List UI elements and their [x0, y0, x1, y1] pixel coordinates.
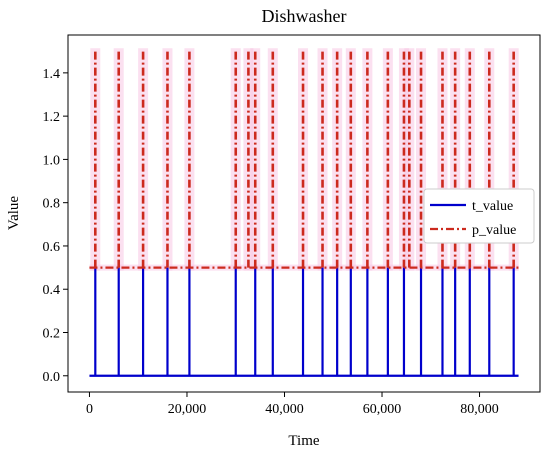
x-axis: 0 20,000 40,000 60,000 80,000: [86, 392, 499, 417]
x-axis-label: Time: [288, 433, 319, 449]
plot-frame: [67, 34, 541, 393]
y-tick-label: 0.6: [43, 240, 61, 255]
x-tick-label: 0: [86, 402, 93, 417]
t-value-series: [89, 267, 519, 377]
y-tick-label: 0.8: [43, 197, 61, 212]
y-tick-label: 1.2: [43, 110, 61, 125]
legend-label-p-value: p_value: [472, 223, 516, 238]
y-tick-label: 0.2: [43, 327, 61, 342]
legend-label-t-value: t_value: [472, 199, 513, 214]
y-tick-label: 0.0: [43, 370, 61, 385]
x-tick-label: 40,000: [265, 402, 304, 417]
y-tick-label: 1.4: [43, 67, 61, 82]
legend: t_value p_value: [423, 188, 535, 244]
y-axis: 0.0 0.2 0.4 0.6 0.8 1.0 1.2 1.4: [43, 67, 68, 385]
x-tick-label: 20,000: [168, 402, 207, 417]
y-axis-label: Value: [6, 196, 22, 230]
x-tick-label: 60,000: [363, 402, 402, 417]
chart-title: Dishwasher: [262, 6, 347, 26]
x-tick-label: 80,000: [460, 402, 499, 417]
y-tick-label: 0.4: [43, 283, 61, 298]
y-tick-label: 1.0: [43, 153, 61, 168]
